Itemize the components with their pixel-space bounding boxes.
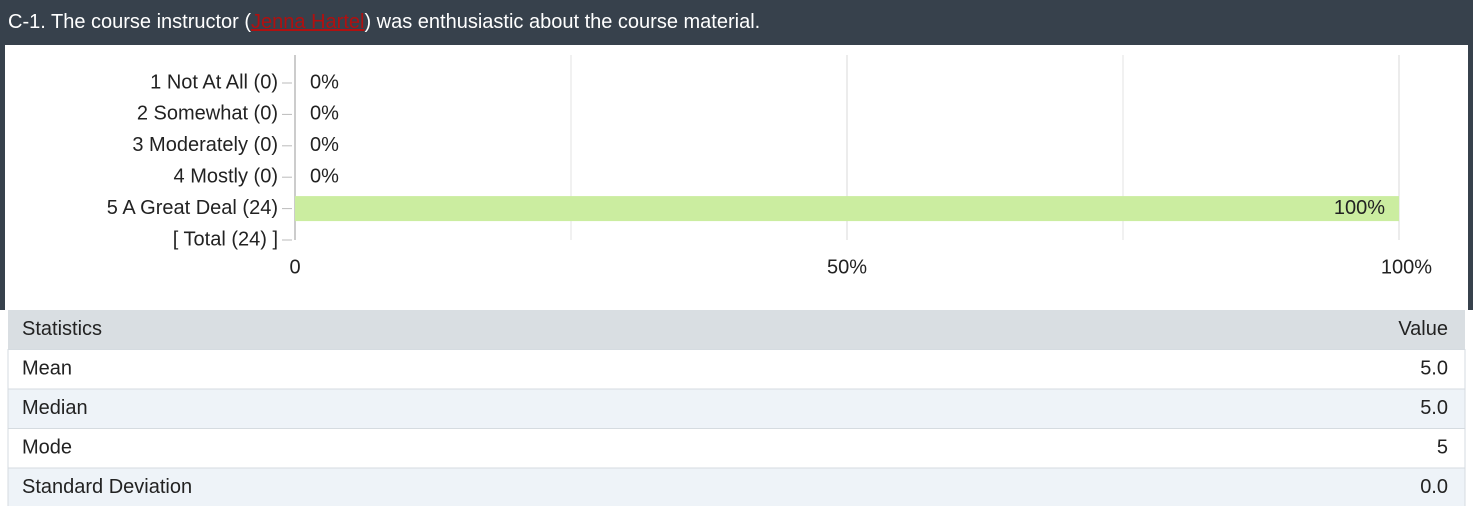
table-cell: 5 <box>1437 437 1448 459</box>
instructor-link[interactable]: Jenna Hartel <box>251 11 364 33</box>
table-header <box>8 310 1465 350</box>
table-row <box>7 467 1466 506</box>
x-tick-label: 100% <box>1381 256 1432 278</box>
table-header-cell: Statistics <box>22 318 102 340</box>
value-label: 0% <box>310 134 339 156</box>
table-header-cell: Value <box>1398 318 1448 340</box>
bar <box>295 196 1399 222</box>
table-cell: 0.0 <box>1420 476 1448 498</box>
question-text: C-1. The course instructor ( <box>8 11 251 33</box>
y-tick-label: 2 Somewhat (0) <box>137 103 278 125</box>
y-tick-label: 1 Not At All (0) <box>150 71 278 93</box>
y-tick-label: 4 Mostly (0) <box>174 165 278 187</box>
right-border <box>1468 45 1473 310</box>
table-cell: 5.0 <box>1420 397 1448 419</box>
table-cell: 5.0 <box>1420 358 1448 380</box>
x-tick-label: 50% <box>827 256 867 278</box>
table-cell: Mode <box>22 437 72 459</box>
table-row <box>7 388 1466 429</box>
y-tick-label: 3 Moderately (0) <box>132 134 278 156</box>
y-tick-label: 5 A Great Deal (24) <box>107 197 278 219</box>
table-row <box>7 349 1466 390</box>
left-border <box>0 45 5 310</box>
table-cell: Median <box>22 397 88 419</box>
value-label: 0% <box>310 71 339 93</box>
value-label: 0% <box>310 103 339 125</box>
question-title: C-1. The course instructor (Jenna Hartel… <box>8 11 760 33</box>
table-cell: Mean <box>22 358 72 380</box>
table-row <box>7 428 1466 469</box>
x-tick-label: 0 <box>289 256 300 278</box>
value-label: 100% <box>1334 197 1385 219</box>
question-bar <box>0 0 1473 45</box>
question-text: ) was enthusiastic about the course mate… <box>364 11 760 33</box>
table-cell: Standard Deviation <box>22 476 192 498</box>
y-tick-label: [ Total (24) ] <box>173 228 278 250</box>
value-label: 0% <box>310 165 339 187</box>
